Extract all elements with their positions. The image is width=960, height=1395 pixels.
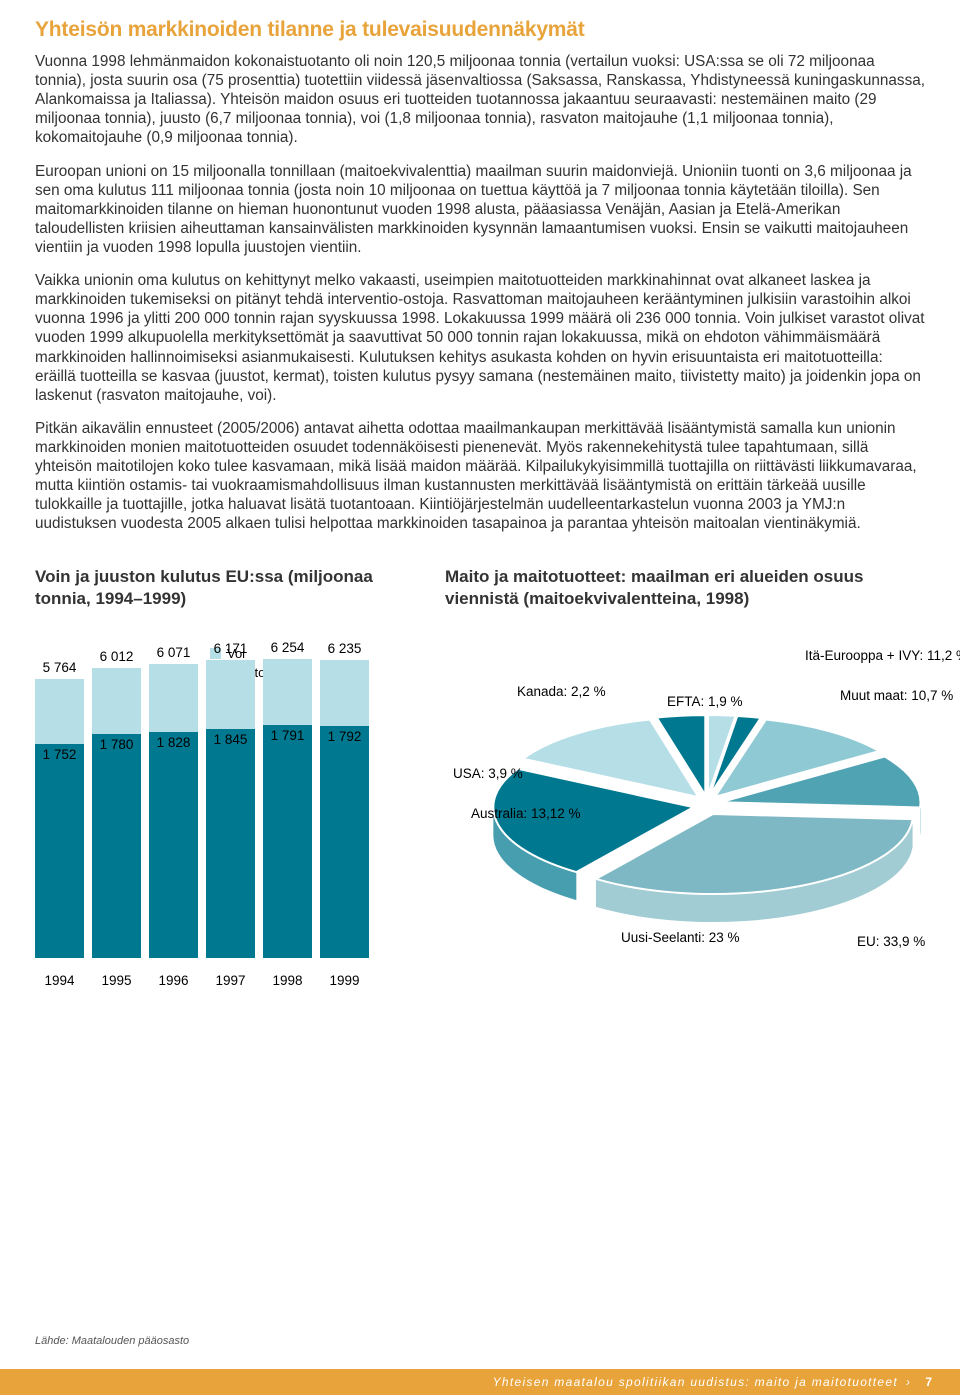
- page-title: Yhteisön markkinoiden tilanne ja tulevai…: [0, 0, 960, 52]
- bar-label-top: 6 235: [320, 641, 369, 656]
- footer-page-number: 7: [925, 1375, 932, 1389]
- bar-chart-title: Voin ja juuston kulutus EU:ssa (miljoona…: [35, 566, 405, 610]
- bar-label-mid: 1 791: [263, 728, 312, 743]
- pie-svg: [457, 700, 957, 950]
- pie-label: EU: 33,9 %: [857, 934, 925, 949]
- body-para-2: Euroopan unioni on 15 miljoonalla tonnil…: [0, 162, 960, 272]
- pie-chart-title: Maito ja maitotuotteet: maailman eri alu…: [445, 566, 925, 610]
- pie-label: Kanada: 2,2 %: [517, 684, 606, 699]
- year-label: 1999: [320, 973, 369, 988]
- bar-label-top: 6 071: [149, 645, 198, 660]
- pie-label: Muut maat: 10,7 %: [840, 688, 953, 703]
- bar-label-top: 6 171: [206, 641, 255, 656]
- bar-label-mid: 1 845: [206, 732, 255, 747]
- pie-label: Australia: 13,12 %: [471, 806, 581, 821]
- year-label: 1995: [92, 973, 141, 988]
- bar-juusto: [35, 744, 84, 958]
- bar-label-top: 6 254: [263, 640, 312, 655]
- bar-label-mid: 1 780: [92, 737, 141, 752]
- year-label: 1996: [149, 973, 198, 988]
- bar-juusto: [149, 732, 198, 957]
- bar-chart-block: Voin ja juuston kulutus EU:ssa (miljoona…: [35, 566, 405, 988]
- bar-column: 6 0121 780: [92, 698, 141, 958]
- bar-juusto: [320, 726, 369, 958]
- year-label: 1998: [263, 973, 312, 988]
- bar-voi: [263, 659, 312, 726]
- pie-chart-area: Kanada: 2,2 %EFTA: 1,9 %Itä-Eurooppa + I…: [445, 628, 925, 988]
- pie-label: USA: 3,9 %: [453, 766, 523, 781]
- bar-column: 6 1711 845: [206, 698, 255, 958]
- bar-column: 5 7641 752: [35, 698, 84, 958]
- year-label: 1994: [35, 973, 84, 988]
- pie-label: EFTA: 1,9 %: [667, 694, 743, 709]
- bar-voi: [320, 660, 369, 727]
- pie-label: Uusi-Seelanti: 23 %: [621, 930, 740, 945]
- bar-label-top: 6 012: [92, 649, 141, 664]
- year-label: 1997: [206, 973, 255, 988]
- bar-juusto: [92, 734, 141, 957]
- footer-text: Yhteisen maatalou spolitiikan uudistus: …: [493, 1375, 898, 1389]
- bar-label-top: 5 764: [35, 660, 84, 675]
- body-para-4: Pitkän aikavälin ennusteet (2005/2006) a…: [0, 419, 960, 548]
- bar-column: 6 0711 828: [149, 698, 198, 958]
- bar-juusto: [206, 729, 255, 958]
- bar-voi: [35, 679, 84, 744]
- charts-section: Voin ja juuston kulutus EU:ssa (miljoona…: [0, 548, 960, 988]
- bar-label-mid: 1 828: [149, 735, 198, 750]
- body-para-1: Vuonna 1998 lehmänmaidon kokonaistuotant…: [0, 52, 960, 162]
- bar-label-mid: 1 792: [320, 729, 369, 744]
- source-line: Lähde: Maatalouden pääosasto: [35, 1335, 189, 1347]
- bar-chart-area: VoiJuusto 5 7641 7526 0121 7806 0711 828…: [35, 628, 405, 988]
- bar-voi: [206, 660, 255, 729]
- bar-voi: [92, 668, 141, 734]
- footer-arrow-icon: ›: [906, 1375, 911, 1389]
- pie-chart-block: Maito ja maitotuotteet: maailman eri alu…: [445, 566, 925, 988]
- bar-juusto: [263, 725, 312, 957]
- bar-column: 6 2541 791: [263, 698, 312, 958]
- bar-column: 6 2351 792: [320, 698, 369, 958]
- bar-voi: [149, 664, 198, 732]
- year-labels: 1994 1995 1996 1997 1998 1999: [35, 973, 369, 988]
- bar-chart-bars: 5 7641 7526 0121 7806 0711 8286 1711 845…: [35, 698, 369, 958]
- page-footer: Yhteisen maatalou spolitiikan uudistus: …: [0, 1369, 960, 1395]
- bar-label-mid: 1 752: [35, 747, 84, 762]
- pie-label: Itä-Eurooppa + IVY: 11,2 %: [805, 648, 960, 663]
- body-para-3: Vaikka unionin oma kulutus on kehittynyt…: [0, 271, 960, 419]
